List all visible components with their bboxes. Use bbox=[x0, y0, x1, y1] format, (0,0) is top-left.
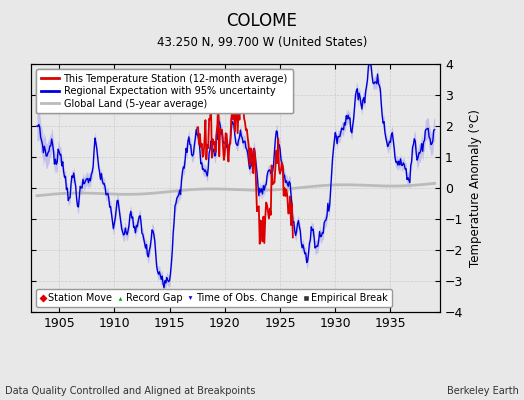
Text: COLOME: COLOME bbox=[226, 12, 298, 30]
Text: Data Quality Controlled and Aligned at Breakpoints: Data Quality Controlled and Aligned at B… bbox=[5, 386, 256, 396]
Legend: Station Move, Record Gap, Time of Obs. Change, Empirical Break: Station Move, Record Gap, Time of Obs. C… bbox=[36, 289, 392, 307]
Text: Berkeley Earth: Berkeley Earth bbox=[447, 386, 519, 396]
Y-axis label: Temperature Anomaly (°C): Temperature Anomaly (°C) bbox=[469, 109, 482, 267]
Text: 43.250 N, 99.700 W (United States): 43.250 N, 99.700 W (United States) bbox=[157, 36, 367, 49]
